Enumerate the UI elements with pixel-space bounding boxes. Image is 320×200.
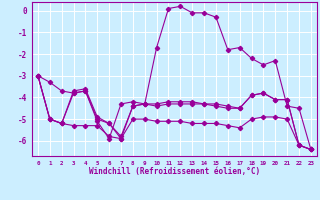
X-axis label: Windchill (Refroidissement éolien,°C): Windchill (Refroidissement éolien,°C): [89, 167, 260, 176]
